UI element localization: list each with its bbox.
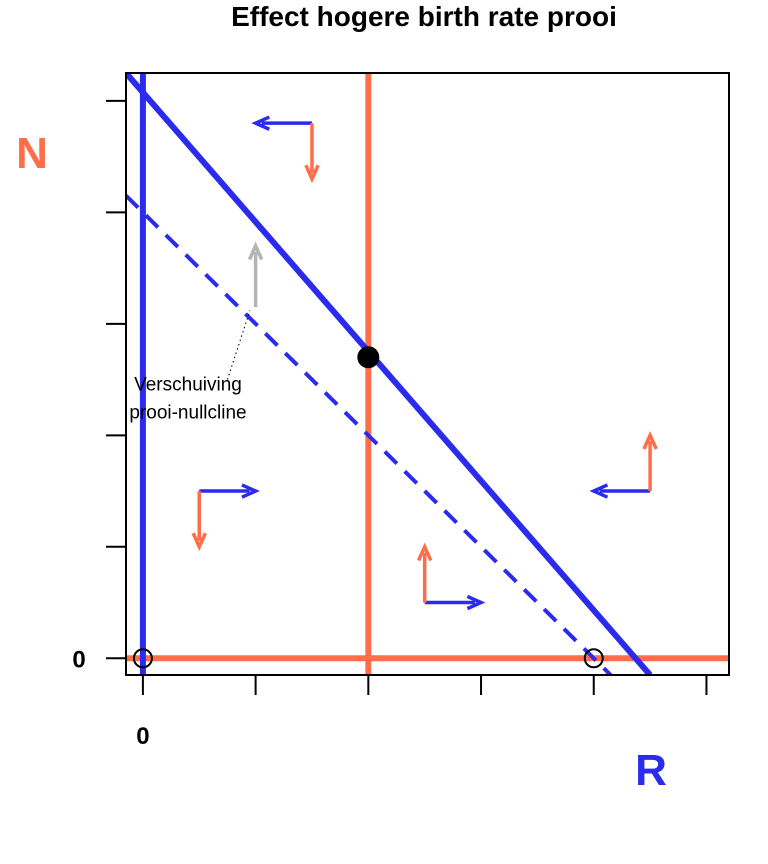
axis-layer: 00: [72, 99, 708, 750]
y-tick-label-0: 0: [72, 646, 85, 673]
chart-title: Effect hogere birth rate prooi: [231, 1, 617, 32]
equilibrium-point: [357, 346, 380, 369]
flow-arrow-predator-2: [416, 542, 433, 603]
annotation-leader: [226, 310, 251, 380]
flow-arrow-prey-3: [589, 483, 651, 499]
prey-nullcline-4: [126, 194, 613, 675]
flow-arrow-prey-3-head: [589, 483, 609, 499]
plot-frame: [125, 72, 730, 676]
marks-layer: [132, 115, 658, 669]
prey-nullcline-3: [126, 73, 653, 675]
nullcline-layer: [126, 73, 729, 675]
flow-arrow-prey-1-head: [241, 483, 260, 499]
x-axis-title: R: [635, 746, 667, 795]
flow-arrow-predator-0: [304, 123, 320, 184]
flow-arrow-predator-1-head: [191, 532, 207, 552]
shift-arrow: [247, 241, 264, 308]
annotation-layer: Verschuiving prooi-nullcline: [129, 310, 251, 424]
y-axis-title: N: [16, 129, 48, 178]
flow-arrow-predator-3: [642, 431, 658, 492]
equilibrium-point-open-2: [583, 648, 604, 669]
shift-arrow-head: [247, 241, 264, 261]
annotation-line-1: prooi-nullcline: [129, 403, 246, 424]
flow-arrow-predator-1: [191, 491, 207, 552]
annotation-line-0: Verschuiving: [134, 375, 242, 396]
equilibrium-point-open-1: [132, 648, 153, 669]
flow-arrow-predator-2-head: [416, 542, 433, 562]
flow-arrow-predator-0-head: [304, 164, 320, 184]
flow-arrow-prey-2-head: [466, 594, 486, 611]
flow-arrow-prey-1: [199, 483, 260, 499]
x-tick-label-0: 0: [136, 723, 149, 750]
flow-arrow-prey-0: [251, 115, 312, 131]
flow-arrow-predator-3-head: [642, 431, 658, 450]
flow-arrow-prey-2: [424, 594, 486, 611]
flow-arrow-prey-0-head: [251, 115, 271, 131]
